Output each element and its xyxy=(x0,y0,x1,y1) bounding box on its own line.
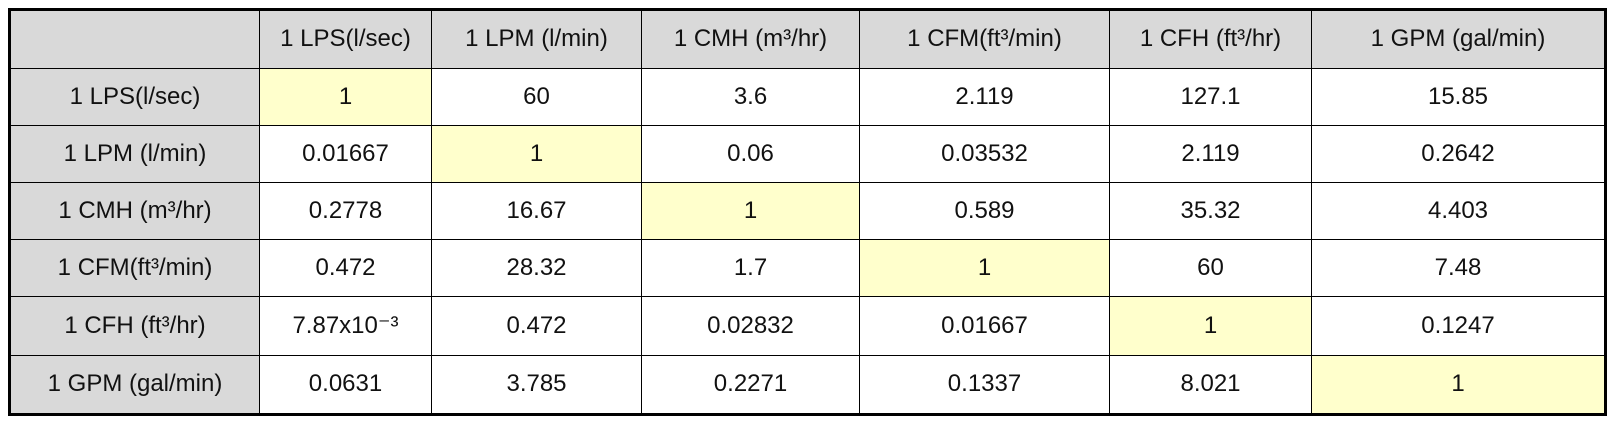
column-header: 1 LPS(l/sec) xyxy=(259,9,432,69)
table-body: 1 LPS(l/sec) 1 LPM (l/min) 1 CMH (m³/hr) 1 … xyxy=(9,9,1606,416)
value-cell: 0.03532 xyxy=(859,124,1110,183)
value-cell: 1 xyxy=(1311,354,1606,416)
value-cell: 16.67 xyxy=(431,181,642,240)
value-cell: 0.1247 xyxy=(1311,295,1606,356)
value-cell: 0.1337 xyxy=(859,354,1110,416)
value-cell: 0.01667 xyxy=(859,295,1110,356)
value-cell: 0.472 xyxy=(259,238,432,297)
row-header: 1 CFH (ft³/hr) xyxy=(9,295,260,356)
value-cell: 60 xyxy=(431,67,642,126)
column-header: 1 LPM (l/min) xyxy=(431,9,642,69)
column-header: 1 CFH (ft³/hr) xyxy=(1109,9,1312,69)
row-header: 1 CMH (m³/hr) xyxy=(9,181,260,240)
value-cell: 7.48 xyxy=(1311,238,1606,297)
table-row: 1 GPM (gal/min) 0.0631 3.785 0.2271 0.1337 8.… xyxy=(9,354,1606,416)
row-header: 1 LPM (l/min) xyxy=(9,124,260,183)
column-header: 1 CMH (m³/hr) xyxy=(641,9,860,69)
table-row: 1 LPM (l/min) 0.01667 1 0.06 0.03532 2.119 0.2… xyxy=(9,124,1606,183)
row-header: 1 GPM (gal/min) xyxy=(9,354,260,416)
value-cell: 0.01667 xyxy=(259,124,432,183)
column-header: 1 GPM (gal/min) xyxy=(1311,9,1606,69)
corner-cell xyxy=(9,9,260,69)
table-row: 1 CFM(ft³/min) 0.472 28.32 1.7 1 60 7.48 xyxy=(9,238,1606,297)
value-cell: 8.021 xyxy=(1109,354,1312,416)
value-cell: 0.2642 xyxy=(1311,124,1606,183)
value-cell: 1 xyxy=(1109,295,1312,356)
value-cell: 1 xyxy=(431,124,642,183)
value-cell: 0.472 xyxy=(431,295,642,356)
value-cell: 0.0631 xyxy=(259,354,432,416)
value-cell: 35.32 xyxy=(1109,181,1312,240)
value-cell: 60 xyxy=(1109,238,1312,297)
value-cell: 1 xyxy=(641,181,860,240)
value-cell: 127.1 xyxy=(1109,67,1312,126)
value-cell: 1 xyxy=(859,238,1110,297)
value-cell: 3.785 xyxy=(431,354,642,416)
value-cell: 4.403 xyxy=(1311,181,1606,240)
value-cell: 2.119 xyxy=(859,67,1110,126)
value-cell: 0.2271 xyxy=(641,354,860,416)
value-cell: 28.32 xyxy=(431,238,642,297)
value-cell: 0.589 xyxy=(859,181,1110,240)
value-cell: 0.02832 xyxy=(641,295,860,356)
table-row: 1 CFH (ft³/hr) 7.87x10⁻³ 0.472 0.02832 0.016… xyxy=(9,295,1606,356)
value-cell: 7.87x10⁻³ xyxy=(259,295,432,356)
column-header: 1 CFM(ft³/min) xyxy=(859,9,1110,69)
row-header: 1 CFM(ft³/min) xyxy=(9,238,260,297)
conversion-table: 1 LPS(l/sec) 1 LPM (l/min) 1 CMH (m³/hr) 1 … xyxy=(8,8,1607,416)
value-cell: 1.7 xyxy=(641,238,860,297)
header-row: 1 LPS(l/sec) 1 LPM (l/min) 1 CMH (m³/hr) 1 … xyxy=(9,9,1606,69)
table-row: 1 CMH (m³/hr) 0.2778 16.67 1 0.589 35.32 4.403 xyxy=(9,181,1606,240)
value-cell: 0.06 xyxy=(641,124,860,183)
value-cell: 1 xyxy=(259,67,432,126)
value-cell: 15.85 xyxy=(1311,67,1606,126)
row-header: 1 LPS(l/sec) xyxy=(9,67,260,126)
value-cell: 3.6 xyxy=(641,67,860,126)
table-row: 1 LPS(l/sec) 1 60 3.6 2.119 127.1 15.85 xyxy=(9,67,1606,126)
value-cell: 2.119 xyxy=(1109,124,1312,183)
value-cell: 0.2778 xyxy=(259,181,432,240)
